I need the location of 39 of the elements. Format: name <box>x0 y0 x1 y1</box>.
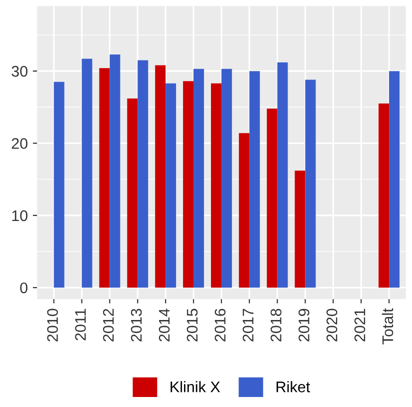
bar <box>194 68 204 288</box>
x-tick-label: 2021 <box>354 308 366 342</box>
bar <box>389 71 400 288</box>
bar <box>238 133 250 288</box>
x-tick-label: 2011 <box>75 308 86 340</box>
bar <box>249 71 260 288</box>
bar <box>110 54 120 288</box>
legend-label: Riket <box>276 381 310 392</box>
y-tick-label: 0 <box>20 282 28 294</box>
bar <box>82 58 92 288</box>
x-tick-label: 2012 <box>102 308 114 342</box>
bar <box>266 108 278 288</box>
bar <box>277 62 288 288</box>
bar <box>138 60 148 288</box>
y-tick-label: 20 <box>12 138 28 149</box>
y-tick-label: 10 <box>12 210 28 222</box>
x-tick-label: 2019 <box>298 308 310 342</box>
bar <box>54 82 64 288</box>
bar <box>183 81 194 288</box>
bar <box>99 68 110 288</box>
bar <box>210 83 222 288</box>
x-tick-label: Totalt <box>382 308 394 344</box>
x-tick-label: 2013 <box>130 308 142 342</box>
bar <box>155 65 166 288</box>
x-tick-label: 2010 <box>47 308 58 342</box>
x-tick-label: 2016 <box>214 308 226 342</box>
x-tick-label: 2014 <box>158 308 170 342</box>
x-tick-label: 2015 <box>186 308 198 342</box>
x-tick-label: 2018 <box>270 308 282 342</box>
y-tick-label: 30 <box>12 66 28 77</box>
bar <box>378 104 390 288</box>
x-tick-label: 2020 <box>326 308 338 342</box>
bar <box>294 170 306 288</box>
bar <box>166 83 176 288</box>
bar <box>305 80 316 288</box>
x-tick-label: 2017 <box>242 308 254 342</box>
bar <box>221 68 232 288</box>
legend-label: Klinik X <box>170 381 220 392</box>
bar <box>127 98 138 288</box>
